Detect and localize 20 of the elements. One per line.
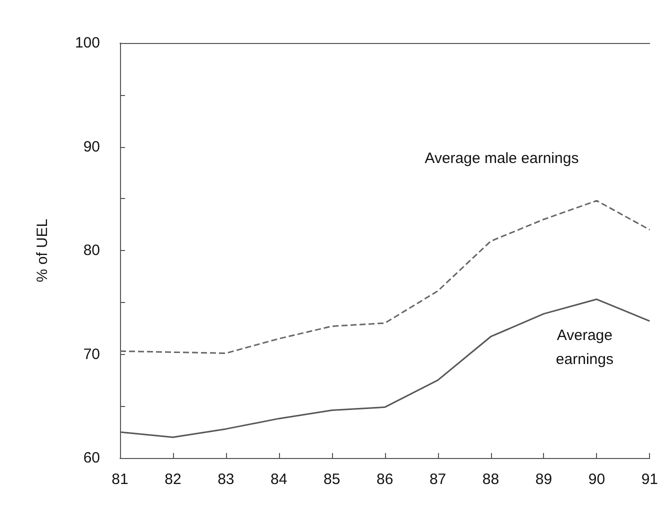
y-tick-label: 70: [83, 346, 100, 363]
x-tick-label: 89: [535, 471, 552, 488]
series-label: Average earnings: [556, 326, 614, 368]
line-series: [119, 200, 650, 354]
y-tick-label: 90: [83, 138, 100, 156]
y-tick-label: 100: [74, 34, 100, 52]
x-tick-label: 84: [270, 471, 288, 488]
y-tick-label: 80: [83, 242, 100, 259]
x-tick-label: 87: [429, 471, 446, 488]
y-tick-label: 60: [83, 450, 100, 466]
x-tick-label: 91: [641, 471, 658, 488]
text: Average male earnings: [424, 150, 579, 168]
x-tick-label: 81: [112, 471, 128, 488]
x-tick-label: 82: [164, 471, 182, 488]
x-tick-label: 83: [218, 471, 234, 488]
x-tick-label: 85: [324, 471, 340, 488]
x-tick-label: 86: [376, 471, 394, 488]
x-tick-label: 90: [588, 471, 606, 488]
x-tick-label: 88: [482, 471, 500, 488]
y-axis-title: % of UEL: [34, 218, 51, 282]
